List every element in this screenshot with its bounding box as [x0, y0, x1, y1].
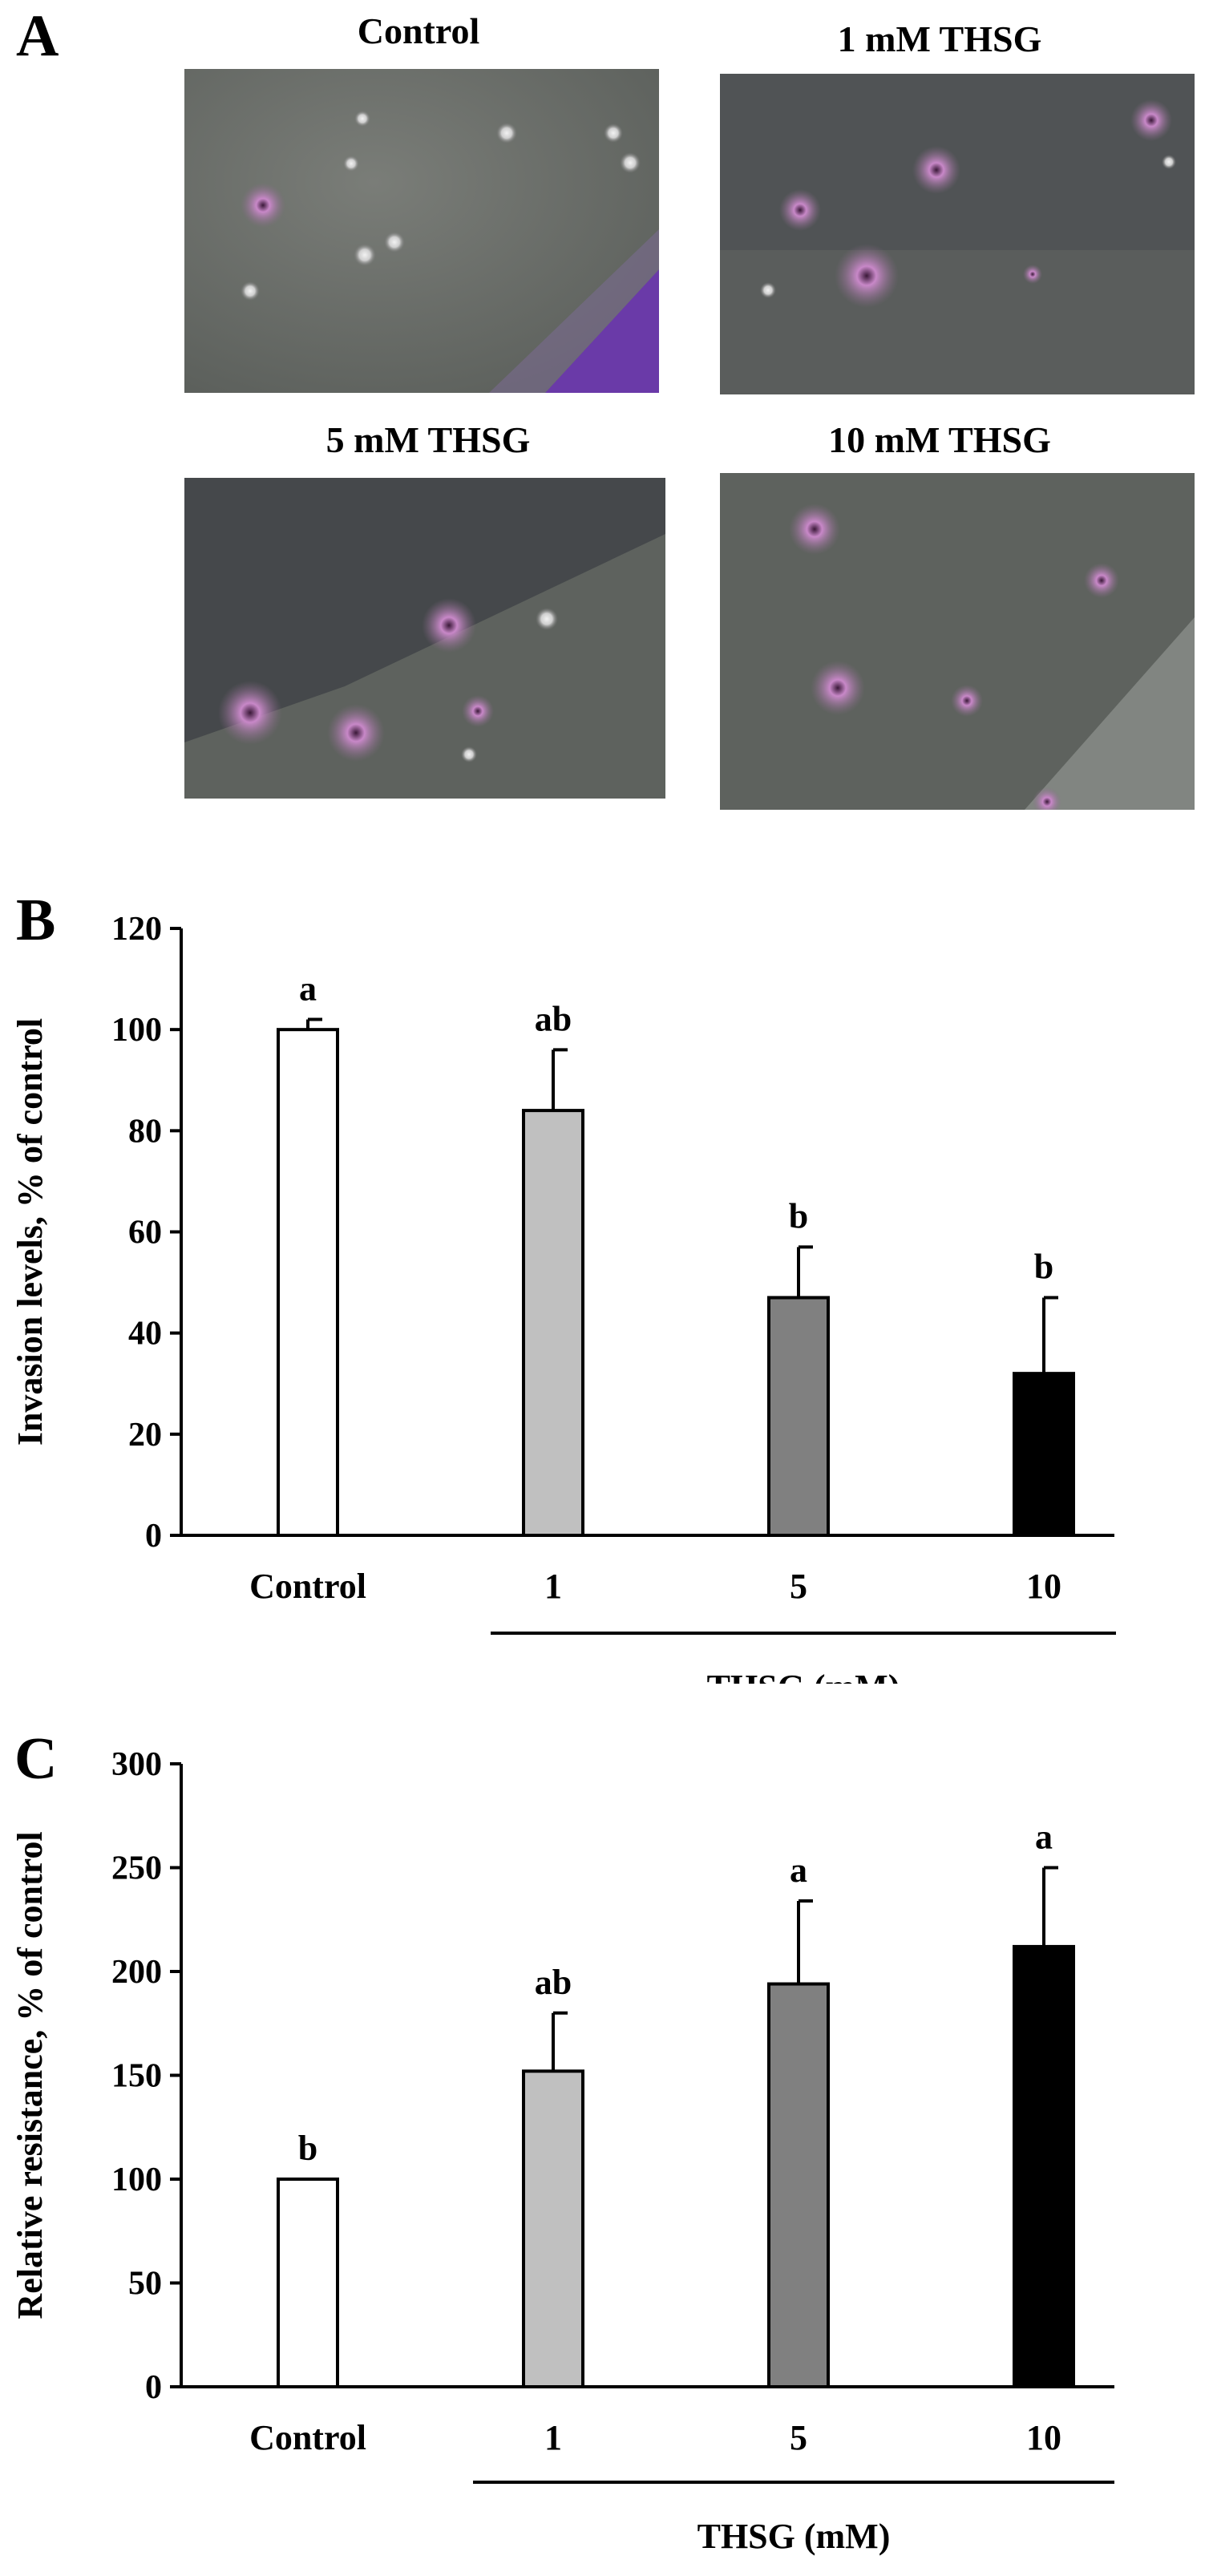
y-tick-label: 50: [128, 2266, 162, 2303]
significance-label: a: [299, 969, 317, 1009]
x-tick-label: 10: [1026, 2418, 1061, 2457]
photo-title-control: Control: [357, 10, 480, 51]
bar-control: [277, 2178, 339, 2388]
micrograph-10mm: [720, 473, 1195, 810]
micrograph-5mm: [184, 478, 665, 799]
y-tick-label: 120: [111, 911, 162, 948]
significance-label: b: [298, 2129, 317, 2168]
x-tick-label: 10: [1026, 1567, 1061, 1606]
chart-panel-b: B 0 20 40 60 80 100 120 Invasion levels, % of co…: [10, 888, 1116, 1684]
x-tick-label: 5: [790, 2418, 807, 2457]
significance-label: ab: [535, 999, 572, 1038]
y-tick-label: 300: [111, 1746, 162, 1783]
significance-label: b: [1034, 1248, 1053, 1287]
bar-5: [767, 1982, 830, 2388]
y-axis-label: Relative resistance, % of control: [10, 1831, 50, 2319]
panel-letter: C: [14, 1726, 57, 1792]
significance-label: ab: [535, 1963, 572, 2002]
y-tick-label: 100: [111, 1012, 162, 1049]
photo-title-1mm: 1 mM THSG: [837, 18, 1042, 59]
y-tick-label: 250: [111, 1850, 162, 1887]
bar-1: [522, 1109, 584, 1538]
y-tick-label: 80: [128, 1113, 162, 1150]
chart-panel-c: C 0 50 100 150 200 250 300 Relative resistance, …: [10, 1726, 1114, 2556]
significance-label: a: [1035, 1818, 1053, 1857]
micrograph-control: [184, 69, 659, 393]
y-axis-label: Invasion levels, % of control: [10, 1018, 50, 1446]
bar-control: [277, 1028, 339, 1537]
significance-label: a: [790, 1850, 807, 1890]
y-tick-label: 40: [128, 1316, 162, 1353]
micrograph-1mm: [720, 74, 1195, 394]
bar-10: [1013, 1372, 1075, 1538]
y-tick-label: 60: [128, 1215, 162, 1252]
bar-5: [767, 1296, 830, 1538]
y-tick-label: 200: [111, 1954, 162, 1991]
panel-a-letter: A: [16, 3, 59, 69]
y-tick-label: 0: [145, 1518, 162, 1555]
x-tick-label: 1: [544, 2418, 562, 2457]
photo-title-5mm: 5 mM THSG: [325, 419, 531, 460]
x-tick-label: Control: [249, 2418, 366, 2457]
y-tick-label: 100: [111, 2161, 162, 2198]
x-tick-label: Control: [249, 1567, 366, 1606]
bar-10: [1013, 1944, 1075, 2389]
x-tick-label: 1: [544, 1567, 562, 1606]
y-tick-label: 20: [128, 1417, 162, 1454]
significance-label: b: [789, 1196, 808, 1235]
x-tick-label: 5: [790, 1567, 807, 1606]
bar-1: [522, 2069, 584, 2388]
panel-letter: B: [16, 888, 55, 953]
photo-title-10mm: 10 mM THSG: [828, 419, 1051, 460]
y-tick-label: 0: [145, 2369, 162, 2406]
x-group-label: THSG (mM): [707, 1668, 900, 1684]
y-tick-label: 150: [111, 2058, 162, 2095]
x-group-label: THSG (mM): [697, 2517, 891, 2556]
